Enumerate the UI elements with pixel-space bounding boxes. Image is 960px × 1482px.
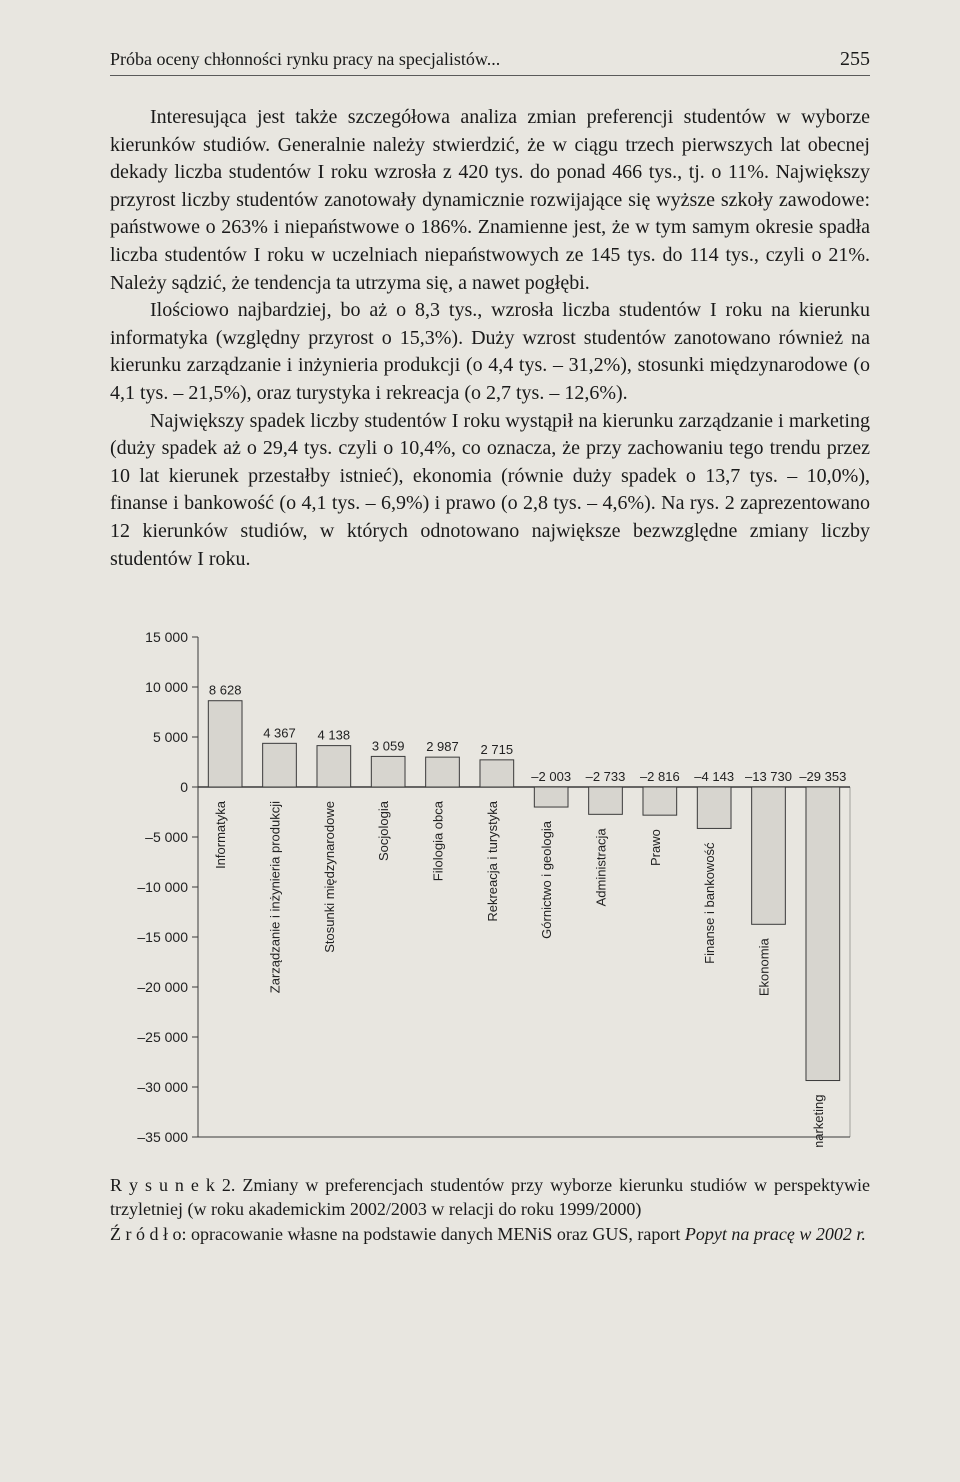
svg-text:–20 000: –20 000: [137, 979, 188, 995]
chart-svg: 15 000 10 000 5 000 0 –5 000 –10 000 –15 000 –2…: [120, 627, 860, 1147]
caption-text: 2. Zmiany w preferencjach studentów przy…: [110, 1175, 870, 1219]
paragraph: Ilościowo najbardziej, bo aż o 8,3 tys.,…: [110, 297, 870, 407]
source-label: Ź r ó d ł o:: [110, 1224, 187, 1244]
body-text: Interesująca jest także szczegółowa anal…: [110, 104, 870, 573]
svg-text:4 367: 4 367: [263, 725, 296, 740]
source-text: opracowanie własne na podstawie danych M…: [187, 1224, 685, 1244]
svg-text:–2 733: –2 733: [586, 769, 626, 784]
paragraph: Największy spadek liczby studentów I rok…: [110, 408, 870, 574]
running-header: Próba oceny chłonności rynku pracy na sp…: [110, 48, 870, 76]
svg-text:2 715: 2 715: [481, 742, 514, 757]
svg-text:–15 000: –15 000: [137, 929, 188, 945]
svg-text:Informatyka: Informatyka: [213, 800, 228, 869]
svg-text:–2 816: –2 816: [640, 769, 680, 784]
svg-text:Zarządzanie i marketing: Zarządzanie i marketing: [811, 1095, 826, 1147]
page: Próba oceny chłonności rynku pracy na sp…: [0, 0, 960, 1482]
svg-text:–25 000: –25 000: [137, 1029, 188, 1045]
paragraph: Interesująca jest także szczegółowa anal…: [110, 104, 870, 297]
svg-text:Stosunki międzynarodowe: Stosunki międzynarodowe: [322, 801, 337, 953]
svg-text:–30 000: –30 000: [137, 1079, 188, 1095]
page-number: 255: [840, 48, 870, 71]
svg-text:0: 0: [180, 779, 188, 795]
chart-container: 15 000 10 000 5 000 0 –5 000 –10 000 –15 000 –2…: [110, 627, 870, 1147]
svg-text:–35 000: –35 000: [137, 1129, 188, 1145]
source-italic: Popyt na pracę w 2002 r.: [685, 1224, 866, 1244]
caption-label: R y s u n e k: [110, 1175, 215, 1195]
svg-text:–2 003: –2 003: [531, 769, 571, 784]
svg-text:Zarządzanie i inżynieria produ: Zarządzanie i inżynieria produkcji: [268, 801, 283, 993]
svg-text:Ekonomia: Ekonomia: [757, 938, 772, 997]
svg-text:3 059: 3 059: [372, 739, 405, 754]
figure-caption: R y s u n e k 2. Zmiany w preferencjach …: [110, 1173, 870, 1246]
svg-text:Administracja: Administracja: [594, 828, 609, 907]
svg-text:Socjologia: Socjologia: [376, 800, 391, 861]
svg-text:5 000: 5 000: [153, 729, 188, 745]
svg-text:15 000: 15 000: [145, 629, 188, 645]
svg-text:–29 353: –29 353: [799, 769, 846, 784]
svg-text:10 000: 10 000: [145, 679, 188, 695]
svg-text:–4 143: –4 143: [694, 769, 734, 784]
svg-text:–5 000: –5 000: [145, 829, 188, 845]
svg-text:Prawo: Prawo: [648, 829, 663, 866]
svg-text:–13 730: –13 730: [745, 769, 792, 784]
running-title: Próba oceny chłonności rynku pracy na sp…: [110, 49, 500, 70]
bar-chart: 15 000 10 000 5 000 0 –5 000 –10 000 –15 000 –2…: [120, 627, 860, 1147]
svg-text:Górnictwo i geologia: Górnictwo i geologia: [539, 820, 554, 939]
svg-text:4 138: 4 138: [318, 728, 351, 743]
svg-text:Filologia obca: Filologia obca: [431, 800, 446, 881]
svg-text:Rekreacja i turystyka: Rekreacja i turystyka: [485, 800, 500, 921]
svg-text:8 628: 8 628: [209, 683, 242, 698]
svg-text:Finanse i bankowość: Finanse i bankowość: [702, 842, 717, 964]
svg-text:2 987: 2 987: [426, 739, 459, 754]
svg-text:–10 000: –10 000: [137, 879, 188, 895]
